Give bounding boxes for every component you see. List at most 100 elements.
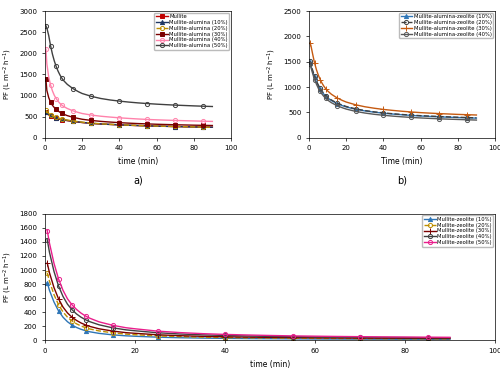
Mullite-zeolite (20%) bbox=[60, 310, 66, 314]
Mullite-alumina (10%) bbox=[53, 115, 59, 120]
Mullite-alumina (10%) bbox=[191, 125, 197, 129]
Mullite-alumina-zeolite (10%) bbox=[324, 96, 330, 100]
Mullite-zeolite (20%) bbox=[267, 336, 273, 340]
Mullite bbox=[52, 115, 58, 120]
Mullite-alumina-zeolite (40%) bbox=[446, 117, 452, 121]
Line: Mullite-alumina (50%): Mullite-alumina (50%) bbox=[44, 24, 214, 109]
Mullite-alumina (30%) bbox=[191, 123, 197, 127]
Mullite-alumina (20%) bbox=[182, 124, 188, 129]
Mullite-zeolite (50%) bbox=[357, 334, 363, 339]
Mullite-zeolite (30%) bbox=[87, 324, 93, 329]
Mullite-alumina (50%) bbox=[88, 94, 94, 98]
Mullite-alumina (50%) bbox=[107, 98, 113, 102]
Mullite-zeolite (30%) bbox=[69, 315, 75, 319]
Mullite-alumina (40%) bbox=[172, 118, 178, 123]
Mullite-alumina (30%) bbox=[182, 123, 188, 127]
Mullite-alumina-zeolite (10%) bbox=[323, 94, 329, 98]
Mullite-alumina (50%) bbox=[58, 76, 64, 80]
Mullite bbox=[182, 125, 188, 129]
Mullite-zeolite (50%) bbox=[78, 311, 84, 315]
Mullite-alumina (40%) bbox=[191, 119, 197, 123]
Line: Mullite-alumina (40%): Mullite-alumina (40%) bbox=[44, 47, 214, 124]
Mullite-alumina-zeolite (40%) bbox=[321, 94, 327, 99]
Mullite-zeolite (50%) bbox=[74, 307, 80, 312]
Mullite-alumina (10%) bbox=[210, 125, 216, 130]
Mullite-alumina-zeolite (30%) bbox=[316, 73, 322, 77]
Mullite-alumina (50%) bbox=[60, 78, 66, 83]
Mullite-alumina (40%) bbox=[98, 114, 104, 118]
Mullite-alumina (10%) bbox=[107, 122, 113, 127]
Mullite-zeolite (40%) bbox=[74, 312, 80, 316]
Mullite-zeolite (20%) bbox=[78, 324, 84, 328]
Mullite-zeolite (10%) bbox=[82, 329, 88, 333]
Mullite-alumina (50%) bbox=[46, 33, 52, 38]
Mullite-alumina (50%) bbox=[76, 90, 82, 94]
Mullite-alumina-zeolite (20%) bbox=[316, 83, 322, 87]
Mullite-zeolite (50%) bbox=[110, 323, 116, 327]
Mullite-alumina (50%) bbox=[98, 96, 104, 101]
Y-axis label: PF (L m$^{-2}$ h$^{-1}$): PF (L m$^{-2}$ h$^{-1}$) bbox=[2, 48, 14, 100]
Mullite-alumina (10%) bbox=[70, 119, 76, 124]
Mullite-zeolite (20%) bbox=[64, 315, 70, 319]
Mullite-alumina (20%) bbox=[154, 124, 160, 128]
Mullite-alumina (50%) bbox=[48, 44, 54, 48]
Mullite-alumina (30%) bbox=[60, 112, 66, 117]
Mullite-zeolite (20%) bbox=[177, 334, 183, 339]
Mullite bbox=[43, 110, 49, 115]
Mullite-alumina (10%) bbox=[52, 115, 58, 119]
Mullite-zeolite (40%) bbox=[424, 336, 430, 340]
Mullite-alumina (30%) bbox=[50, 103, 56, 107]
Mullite-zeolite (30%) bbox=[200, 334, 205, 339]
Mullite-alumina (30%) bbox=[44, 88, 50, 93]
Mullite-alumina (20%) bbox=[144, 124, 150, 128]
X-axis label: Time (min): Time (min) bbox=[382, 157, 423, 166]
Mullite-alumina (10%) bbox=[76, 120, 82, 124]
Mullite-alumina (30%) bbox=[64, 114, 70, 118]
Mullite-zeolite (50%) bbox=[334, 334, 340, 339]
Mullite-zeolite (50%) bbox=[154, 329, 160, 333]
Mullite-alumina-zeolite (30%) bbox=[362, 105, 368, 109]
Line: Mullite-alumina-zeolite (40%): Mullite-alumina-zeolite (40%) bbox=[308, 62, 478, 122]
Mullite-zeolite (30%) bbox=[290, 335, 296, 340]
Mullite-alumina-zeolite (10%) bbox=[319, 90, 325, 94]
Mullite-alumina (30%) bbox=[126, 121, 132, 125]
Mullite-alumina (20%) bbox=[48, 112, 54, 117]
Mullite-zeolite (30%) bbox=[60, 305, 66, 309]
Mullite-zeolite (30%) bbox=[64, 311, 70, 315]
Mullite-alumina (50%) bbox=[79, 91, 85, 96]
Mullite-alumina (30%) bbox=[43, 77, 49, 82]
Mullite-zeolite (50%) bbox=[87, 316, 93, 320]
Mullite-alumina (10%) bbox=[79, 120, 85, 125]
Mullite-zeolite (30%) bbox=[82, 323, 88, 327]
Mullite-alumina-zeolite (20%) bbox=[427, 114, 433, 118]
Mullite-zeolite (30%) bbox=[132, 331, 138, 336]
Mullite-zeolite (50%) bbox=[402, 335, 408, 339]
Mullite-alumina-zeolite (30%) bbox=[323, 87, 329, 91]
Mullite-zeolite (20%) bbox=[334, 336, 340, 341]
Mullite-alumina-zeolite (40%) bbox=[316, 86, 322, 91]
Mullite-alumina (20%) bbox=[107, 122, 113, 127]
Mullite-alumina-zeolite (10%) bbox=[390, 112, 396, 116]
Mullite-zeolite (50%) bbox=[200, 332, 205, 336]
Mullite-alumina (20%) bbox=[126, 123, 132, 127]
Mullite-alumina-zeolite (30%) bbox=[436, 111, 442, 116]
Mullite-alumina-zeolite (30%) bbox=[307, 41, 313, 45]
Mullite-alumina-zeolite (40%) bbox=[408, 115, 414, 120]
Mullite-alumina (10%) bbox=[46, 112, 52, 117]
Mullite-alumina-zeolite (20%) bbox=[362, 108, 368, 113]
Mullite-alumina (20%) bbox=[52, 114, 58, 119]
Mullite-alumina-zeolite (10%) bbox=[334, 101, 340, 106]
Mullite-zeolite (50%) bbox=[56, 277, 62, 281]
Mullite-zeolite (40%) bbox=[46, 250, 52, 255]
Mullite-zeolite (10%) bbox=[200, 336, 205, 340]
Mullite-alumina-zeolite (10%) bbox=[446, 115, 452, 120]
Mullite-alumina (10%) bbox=[126, 123, 132, 127]
Mullite-zeolite (30%) bbox=[51, 285, 57, 290]
Mullite-alumina-zeolite (10%) bbox=[321, 92, 327, 97]
Mullite-zeolite (40%) bbox=[123, 327, 129, 332]
Mullite-alumina (20%) bbox=[64, 118, 70, 122]
Mullite-zeolite (40%) bbox=[56, 283, 62, 288]
Mullite-alumina (10%) bbox=[43, 110, 49, 114]
Mullite-alumina (20%) bbox=[79, 120, 85, 124]
Mullite bbox=[46, 113, 52, 117]
